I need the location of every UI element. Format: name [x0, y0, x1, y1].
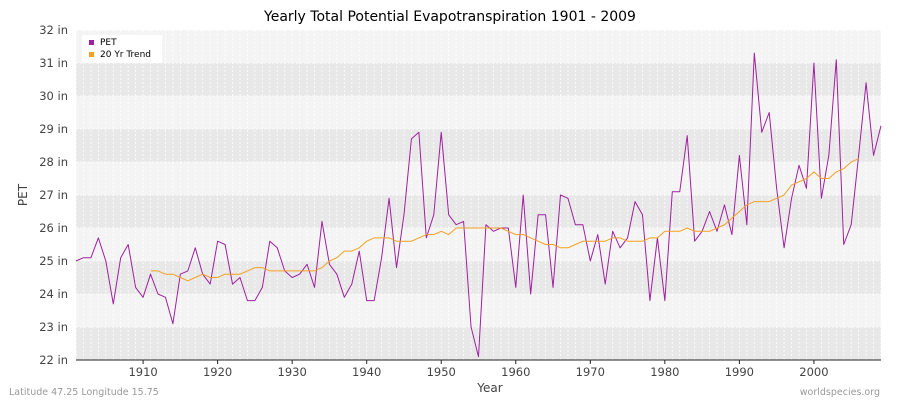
legend-swatch-trend: [89, 52, 94, 57]
y-tick-label: 31 in: [39, 56, 68, 70]
x-tick-label: 1950: [427, 365, 456, 379]
y-tick-label: 26 in: [39, 221, 68, 235]
x-tick-label: 1990: [725, 365, 754, 379]
x-tick-label: 1920: [203, 365, 232, 379]
legend-swatch-pet: [89, 40, 94, 45]
x-axis-label: Year: [476, 381, 502, 395]
legend-box: [82, 35, 162, 63]
x-tick-label: 1980: [650, 365, 679, 379]
chart-title: Yearly Total Potential Evapotranspiratio…: [263, 9, 636, 25]
legend-label-pet: PET: [100, 38, 117, 48]
y-tick-label: 27 in: [39, 188, 68, 202]
footer-coordinates: Latitude 47.25 Longitude 15.75: [9, 387, 159, 398]
x-tick-label: 1940: [352, 365, 381, 379]
y-tick-label: 32 in: [39, 23, 68, 37]
axis-ticks: 1910 1920 1930 1940 1950 1960 1970 1980 1990 2000…: [39, 23, 881, 379]
y-tick-label: 30 in: [39, 89, 68, 103]
x-tick-label: 1970: [576, 365, 605, 379]
x-tick-label: 1910: [128, 365, 157, 379]
y-axis-label: PET: [16, 183, 30, 206]
series-layer: [75, 52, 882, 358]
grid-band: [76, 261, 881, 294]
grid-band: [76, 129, 881, 162]
y-tick-label: 22 in: [39, 353, 68, 367]
y-tick-label: 25 in: [39, 254, 68, 268]
y-tick-label: 24 in: [39, 287, 68, 301]
footer-source: worldspecies.org: [800, 387, 880, 398]
legend: PET 20 Yr Trend: [82, 35, 162, 63]
trend-series-line: [150, 158, 859, 282]
x-tick-label: 2000: [799, 365, 828, 379]
x-tick-label: 1930: [278, 365, 307, 379]
y-tick-label: 28 in: [39, 155, 68, 169]
y-tick-label: 23 in: [39, 320, 68, 334]
y-tick-label: 29 in: [39, 122, 68, 136]
legend-label-trend: 20 Yr Trend: [100, 50, 151, 60]
grid: [75, 29, 882, 361]
x-tick-label: 1960: [501, 365, 530, 379]
pet-series-line: [75, 52, 882, 358]
